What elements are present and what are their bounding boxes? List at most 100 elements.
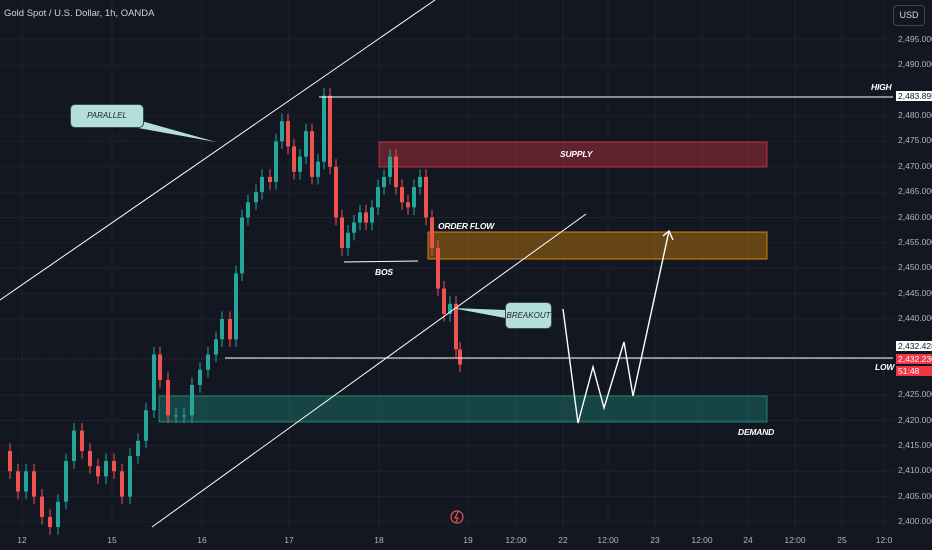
candle-body xyxy=(144,410,148,441)
price-label: 2,415.000 xyxy=(898,439,932,450)
breakout-callout[interactable]: BREAKOUT xyxy=(505,302,552,329)
candle-body xyxy=(112,461,116,472)
price-label: 2,475.000 xyxy=(898,135,932,146)
supply-zone[interactable] xyxy=(378,141,768,168)
candle-body xyxy=(448,303,452,314)
candle-body xyxy=(56,501,60,528)
parallel-channel-callout[interactable]: PARALLEL CHANNEL xyxy=(70,104,144,142)
time-label: 12 xyxy=(17,535,27,545)
current-price-tag: 2,432.230 xyxy=(896,354,932,364)
candle-body xyxy=(286,121,290,147)
candle-body xyxy=(280,121,284,142)
candle-body xyxy=(246,202,250,218)
candle-body xyxy=(214,339,218,355)
candle-body xyxy=(316,161,320,177)
candle-body xyxy=(152,354,156,411)
candle-body xyxy=(182,415,186,417)
candle-body xyxy=(228,319,232,340)
candle-body xyxy=(340,217,344,248)
candle-body xyxy=(254,192,258,203)
candle-body xyxy=(370,207,374,223)
time-label: 12:0 xyxy=(875,535,893,545)
price-label: 2,450.000 xyxy=(898,262,932,273)
price-label: 2,490.000 xyxy=(898,59,932,70)
candle-body xyxy=(268,176,272,182)
candle-body xyxy=(80,430,84,451)
time-label: 24 xyxy=(743,535,753,545)
order-flow-zone[interactable] xyxy=(427,231,768,260)
price-label: 2,400.000 xyxy=(898,516,932,526)
time-label: 18 xyxy=(374,535,384,545)
candle-body xyxy=(120,471,124,497)
time-label: 12:00 xyxy=(784,535,806,545)
candle-body xyxy=(136,440,140,457)
parallel-channel-pointer xyxy=(138,120,216,142)
candle-body xyxy=(190,384,194,416)
time-label: 17 xyxy=(284,535,294,545)
lightning-icon[interactable] xyxy=(450,510,464,524)
channel-upper-line[interactable] xyxy=(0,0,436,301)
candle-body xyxy=(382,176,386,188)
projection-path[interactable] xyxy=(562,230,670,424)
candle-body xyxy=(166,379,170,416)
candle-body xyxy=(334,166,338,218)
supply-label: SUPPLY xyxy=(560,149,593,159)
candle-body xyxy=(220,319,224,340)
price-label: 2,460.000 xyxy=(898,211,932,222)
candle-body xyxy=(64,461,68,502)
candle-body xyxy=(400,187,404,203)
candle-body xyxy=(96,466,100,477)
candle-body xyxy=(304,131,308,157)
countdown-tag: 51:48 xyxy=(896,366,932,376)
candle-body xyxy=(88,450,92,467)
price-label: 2,410.000 xyxy=(898,465,932,476)
time-label: 12:00 xyxy=(505,535,527,545)
high-label: HIGH xyxy=(871,82,892,92)
low-price-tag: 2,432.428 xyxy=(896,341,932,351)
candle-body xyxy=(104,461,108,477)
candle-body xyxy=(322,95,326,162)
candle-body xyxy=(32,471,36,497)
candle-body xyxy=(48,516,52,528)
price-label: 2,480.000 xyxy=(898,110,932,120)
candle-body xyxy=(72,430,76,462)
bos-line[interactable] xyxy=(343,260,419,263)
candle-body xyxy=(292,146,296,172)
time-label: 12:00 xyxy=(691,535,713,545)
candle-body xyxy=(260,176,264,193)
candle-body xyxy=(24,471,28,492)
candle-body xyxy=(298,156,302,172)
candle-body xyxy=(240,217,244,274)
candle-body xyxy=(376,187,380,208)
candle-body xyxy=(364,212,368,223)
candle-body xyxy=(174,415,178,417)
price-label: 2,470.000 xyxy=(898,160,932,171)
candle-body xyxy=(328,95,332,167)
candle-body xyxy=(8,450,12,472)
candle-body xyxy=(442,288,446,314)
candle-body xyxy=(310,131,314,177)
time-label: 15 xyxy=(107,535,117,545)
price-label: 2,465.000 xyxy=(898,186,932,197)
candle-body xyxy=(430,217,434,248)
channel-lower-line[interactable] xyxy=(151,213,587,528)
time-label: 16 xyxy=(197,535,207,545)
candle-body xyxy=(424,176,428,218)
bos-label: BOS xyxy=(375,267,393,277)
time-label: 22 xyxy=(558,535,568,545)
time-label: 23 xyxy=(650,535,660,545)
demand-zone[interactable] xyxy=(158,395,768,423)
projection-arrow-head xyxy=(662,229,674,241)
candle-body xyxy=(454,303,458,350)
low-label: LOW xyxy=(875,362,895,372)
time-label: 12:00 xyxy=(597,535,619,545)
high-price-tag: 2,483.895 xyxy=(896,91,932,101)
candle-body xyxy=(346,232,350,248)
breakout-pointer xyxy=(452,308,505,318)
price-label: 2,420.000 xyxy=(898,414,932,425)
candle-body xyxy=(198,369,202,385)
candle-body xyxy=(394,156,398,188)
currency-button[interactable]: USD xyxy=(893,5,925,26)
candle-body xyxy=(388,156,392,177)
